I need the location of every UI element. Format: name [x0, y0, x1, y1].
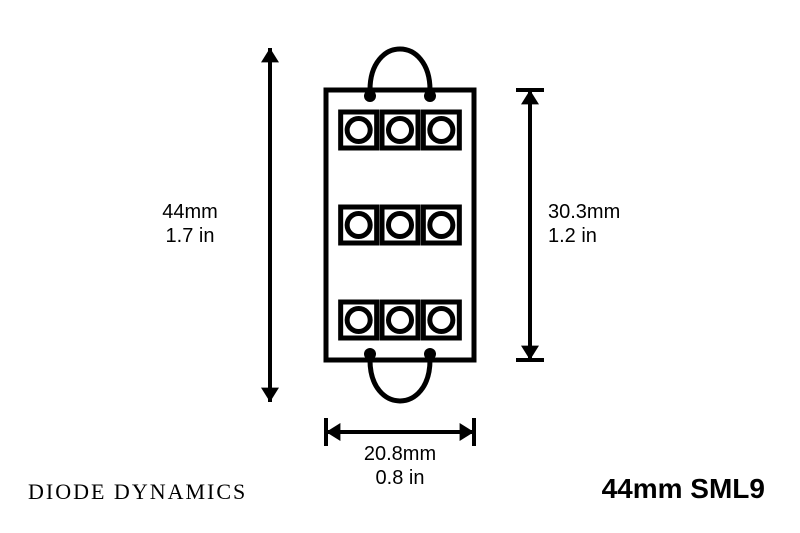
- led-lens: [388, 308, 411, 331]
- arrowhead: [261, 388, 279, 402]
- led-lens: [430, 118, 453, 141]
- led-lens: [347, 213, 370, 236]
- led-lens: [347, 308, 370, 331]
- wire-loop-bottom: [370, 360, 430, 401]
- arrowhead: [326, 423, 340, 441]
- dim-height-overall-mm: 44mm: [140, 200, 240, 224]
- diagram-stage: 44mm 1.7 in 30.3mm 1.2 in 20.8mm 0.8 in …: [0, 0, 800, 533]
- arrowhead: [521, 346, 539, 360]
- led-lens: [430, 308, 453, 331]
- arrowhead: [460, 423, 474, 441]
- arrowhead: [521, 90, 539, 104]
- dim-width-board-in: 0.8 in: [340, 466, 460, 490]
- led-lens: [430, 213, 453, 236]
- dim-height-board-mm: 30.3mm: [548, 200, 658, 224]
- model-label: 44mm SML9: [602, 473, 765, 505]
- dim-height-board-label: 30.3mm 1.2 in: [548, 200, 658, 248]
- arrowhead: [261, 48, 279, 62]
- dim-height-board-in: 1.2 in: [548, 224, 658, 248]
- solder-dot: [364, 90, 376, 102]
- led-lens: [388, 118, 411, 141]
- dim-width-board-label: 20.8mm 0.8 in: [340, 442, 460, 490]
- solder-dot: [364, 348, 376, 360]
- solder-dot: [424, 90, 436, 102]
- brand-label: DIODE DYNAMICS: [28, 479, 247, 505]
- led-lens: [347, 118, 370, 141]
- dim-width-board-mm: 20.8mm: [340, 442, 460, 466]
- solder-dot: [424, 348, 436, 360]
- dim-height-overall-in: 1.7 in: [140, 224, 240, 248]
- wire-loop-top: [370, 49, 430, 90]
- dim-height-overall-label: 44mm 1.7 in: [140, 200, 240, 248]
- led-lens: [388, 213, 411, 236]
